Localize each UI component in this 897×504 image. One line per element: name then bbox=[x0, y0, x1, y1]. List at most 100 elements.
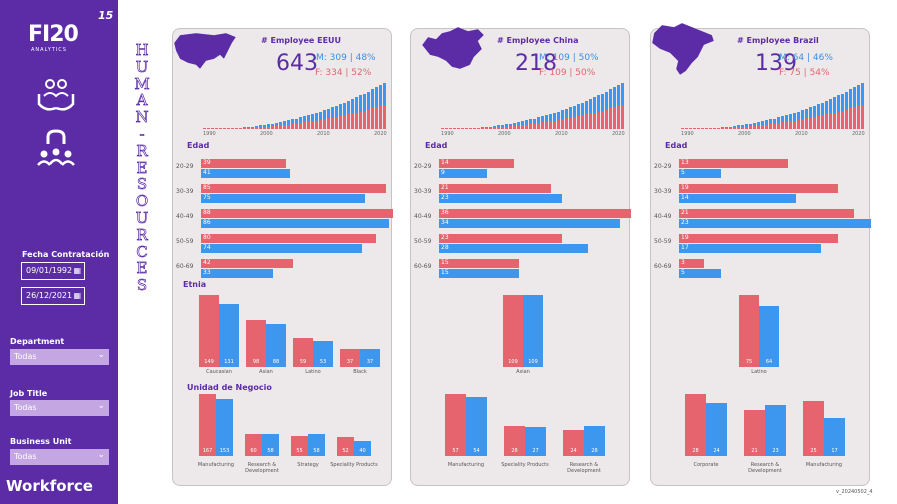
fecha-contratacion-label: Fecha Contratación bbox=[22, 250, 110, 259]
ethnicity-category-label: Asian bbox=[259, 369, 273, 375]
trend-bar-female bbox=[553, 120, 556, 129]
trend-bar-female bbox=[765, 124, 768, 129]
trend-bar-female bbox=[497, 127, 500, 129]
business-category-label: Research & Development bbox=[567, 462, 601, 474]
ethnicity-bar-female: 59 bbox=[293, 338, 313, 367]
trend-bar-female bbox=[761, 124, 764, 129]
date-to-input[interactable]: 26/12/2021 ▦ bbox=[21, 287, 85, 305]
trend-bar-female bbox=[505, 126, 508, 129]
age-bar-female: 80 bbox=[201, 234, 376, 243]
employee-total: 139 bbox=[755, 51, 797, 76]
business-category-label: Corporate bbox=[693, 462, 719, 468]
business-bar-male: 153 bbox=[216, 399, 233, 456]
age-bar-male-value: 23 bbox=[681, 219, 689, 226]
calendar-icon[interactable]: ▦ bbox=[73, 291, 81, 300]
trend-bar-female bbox=[717, 128, 720, 129]
business-bar-female: 55 bbox=[291, 435, 308, 456]
trend-bar-female bbox=[477, 128, 480, 129]
business-bar-female: 25 bbox=[803, 400, 824, 456]
business-bar-female-value: 57 bbox=[452, 448, 459, 454]
age-bar-female: 14 bbox=[439, 159, 514, 168]
business-bar-male: 23 bbox=[765, 405, 786, 456]
date-from-input[interactable]: 09/01/1992 ▦ bbox=[21, 262, 85, 280]
trend-bar-female bbox=[215, 128, 218, 129]
trend-bar-female bbox=[481, 128, 484, 129]
trend-bar-female bbox=[501, 126, 504, 129]
ethnicity-bar-male: 109 bbox=[523, 295, 543, 367]
trend-bar-female bbox=[303, 122, 306, 129]
trend-axis-year: 2000 bbox=[260, 131, 273, 137]
business-bar-female-value: 25 bbox=[810, 447, 817, 454]
trend-bar-female bbox=[565, 118, 568, 129]
trend-bar-female bbox=[299, 123, 302, 129]
trend-bar-female bbox=[339, 116, 342, 129]
ethnicity-bar-male: 53 bbox=[313, 341, 333, 367]
country-panel: # Employee EEUU 643 M: 309 | 48% F: 334 | 5… bbox=[172, 28, 393, 486]
age-bar-male-value: 17 bbox=[681, 244, 689, 251]
trend-bar-female bbox=[247, 127, 250, 129]
age-bar-male-value: 41 bbox=[203, 169, 211, 176]
trend-bar-female bbox=[773, 123, 776, 129]
trend-bar-female bbox=[749, 126, 752, 129]
trend-bar-female bbox=[465, 128, 468, 129]
ethnicity-bar-female-value: 75 bbox=[745, 359, 753, 365]
unidad-negocio-section-title: Unidad de Negocio bbox=[187, 383, 272, 392]
business-category-label: Research & Development bbox=[748, 462, 782, 474]
male-count: M: 109 | 50% bbox=[539, 53, 599, 63]
vertical-title-letter: N bbox=[135, 108, 149, 127]
trend-bar-female bbox=[311, 121, 314, 129]
business-bar-female: 24 bbox=[563, 429, 584, 456]
trend-bar-female bbox=[359, 111, 362, 129]
business-bar-male: 24 bbox=[706, 402, 727, 456]
business-category-label: Manufacturing bbox=[197, 462, 235, 468]
age-bar-male: 23 bbox=[679, 219, 871, 228]
age-group-label: 20-29 bbox=[654, 163, 672, 170]
trend-bar-female bbox=[367, 109, 370, 129]
trend-bar-female bbox=[709, 128, 712, 129]
trend-bar-female bbox=[461, 128, 464, 129]
trend-bar-female bbox=[617, 106, 620, 129]
people-hands-icon[interactable] bbox=[36, 74, 76, 114]
trend-bar-female bbox=[441, 128, 444, 129]
trend-axis-year: 2020 bbox=[374, 131, 387, 137]
department-dropdown[interactable]: Todas ⌄ bbox=[10, 349, 109, 365]
business-bar-male: 40 bbox=[354, 441, 371, 456]
trend-axis-year: 2010 bbox=[555, 131, 568, 137]
trend-bar-female bbox=[513, 125, 516, 129]
trend-bar-female bbox=[375, 107, 378, 129]
business-unit-dropdown[interactable]: Todas ⌄ bbox=[10, 449, 109, 465]
age-group-label: 20-29 bbox=[414, 163, 432, 170]
trend-bar-female bbox=[231, 128, 234, 129]
age-bar-male: 5 bbox=[679, 169, 721, 178]
ethnicity-bar-male: 64 bbox=[759, 305, 779, 367]
employee-count-title: # Employee Brazil bbox=[737, 36, 819, 45]
trend-bar-female bbox=[227, 128, 230, 129]
trend-bar-female bbox=[263, 126, 266, 129]
age-bar-male-value: 9 bbox=[441, 169, 445, 176]
trend-bar-female bbox=[355, 112, 358, 129]
age-group-label: 60-69 bbox=[176, 263, 194, 270]
trend-bar-female bbox=[211, 128, 214, 129]
age-group-label: 30-39 bbox=[176, 188, 194, 195]
age-group-label: 30-39 bbox=[414, 188, 432, 195]
trend-bar-female bbox=[275, 125, 278, 129]
age-bar-female: 21 bbox=[439, 184, 551, 193]
trend-bar-female bbox=[601, 110, 604, 129]
trend-axis-year: 2020 bbox=[612, 131, 625, 137]
team-magnet-icon[interactable] bbox=[36, 128, 76, 168]
vertical-title-letter: R bbox=[136, 225, 148, 244]
business-category-label: Research & Development bbox=[245, 462, 279, 474]
business-bar-female-value: 28 bbox=[692, 448, 699, 454]
ethnicity-bar-female: 37 bbox=[340, 349, 360, 367]
calendar-icon[interactable]: ▦ bbox=[73, 266, 81, 275]
edad-section-title: Edad bbox=[425, 141, 448, 150]
trend-bar-female bbox=[705, 128, 708, 129]
age-group-label: 60-69 bbox=[414, 263, 432, 270]
business-bar-female-value: 21 bbox=[751, 448, 758, 454]
age-bar-male: 15 bbox=[439, 269, 519, 278]
job-title-dropdown[interactable]: Todas ⌄ bbox=[10, 400, 109, 416]
trend-bar-female bbox=[861, 105, 864, 129]
ethnicity-bar-female: 149 bbox=[199, 295, 219, 367]
trend-bar-female bbox=[713, 128, 716, 129]
trend-bar-female bbox=[283, 124, 286, 129]
